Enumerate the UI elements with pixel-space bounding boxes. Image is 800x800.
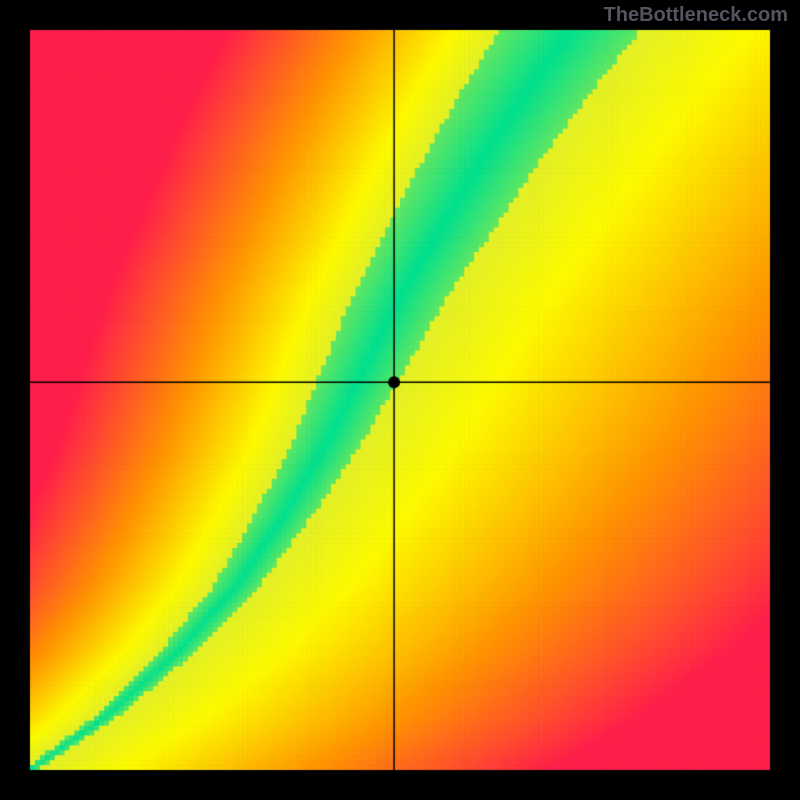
watermark-text: TheBottleneck.com: [604, 4, 788, 27]
chart-container: TheBottleneck.com: [0, 0, 800, 800]
heatmap-canvas: [0, 0, 800, 800]
